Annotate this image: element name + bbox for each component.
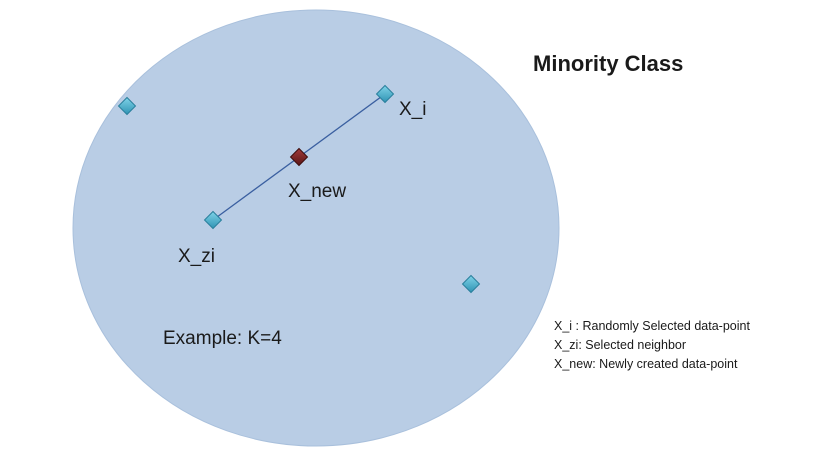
minority-class-region — [72, 9, 560, 447]
data-point-x-zi — [203, 210, 223, 230]
data-point-x-new — [289, 147, 309, 167]
example-label: Example: K=4 — [163, 328, 282, 349]
label-x-zi: X_zi — [178, 246, 215, 267]
data-point-x-i — [375, 84, 395, 104]
data-point-1 — [117, 96, 137, 116]
legend-item-x-i: X_i : Randomly Selected data-point — [554, 319, 750, 333]
diagram-title: Minority Class — [533, 51, 684, 76]
legend: X_i : Randomly Selected data-point X_zi:… — [554, 317, 750, 374]
label-x-new: X_new — [288, 181, 347, 202]
data-point-4 — [461, 274, 481, 294]
legend-item-x-zi: X_zi: Selected neighbor — [554, 338, 687, 352]
legend-item-x-new: X_new: Newly created data-point — [554, 357, 738, 371]
label-x-i: X_i — [399, 99, 427, 120]
